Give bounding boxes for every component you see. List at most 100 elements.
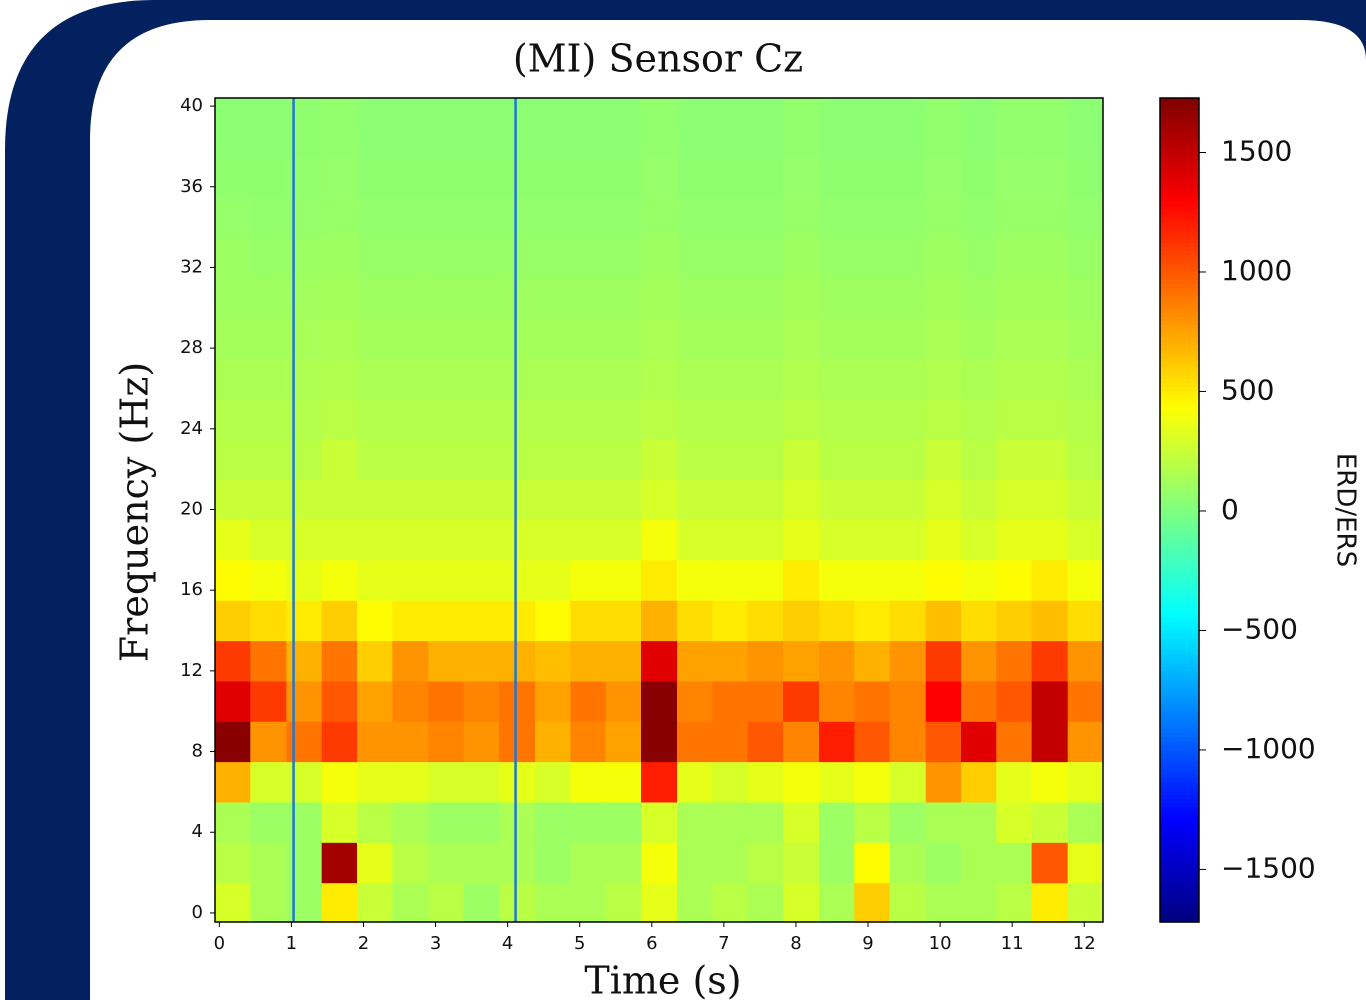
heatmap-cell — [215, 600, 251, 642]
heatmap-cell — [392, 600, 429, 642]
heatmap-cell — [498, 237, 536, 279]
colorbar-segment — [1160, 159, 1199, 165]
heatmap-cell — [677, 801, 713, 843]
heatmap-cell — [428, 116, 465, 157]
colorbar-segment — [1160, 683, 1199, 688]
heatmap-cell — [854, 358, 891, 400]
colorbar-segment — [1160, 909, 1199, 915]
heatmap-cell — [286, 196, 323, 238]
colorbar-segment — [1160, 135, 1199, 140]
heatmap-cell — [1031, 479, 1069, 521]
y-tick-label: 24 — [180, 418, 203, 439]
heatmap-cell — [677, 98, 713, 117]
heatmap-cell — [321, 398, 358, 440]
heatmap-cell — [605, 438, 642, 480]
colorbar-segment — [1160, 415, 1199, 420]
heatmap-cell — [819, 801, 855, 843]
colorbar-segment — [1160, 851, 1199, 857]
heatmap-cell — [215, 277, 251, 319]
colorbar-segment — [1160, 608, 1199, 614]
heatmap-cell — [286, 842, 323, 884]
heatmap-cell — [463, 640, 500, 682]
colorbar-segment — [1160, 382, 1199, 387]
heatmap-cell — [677, 156, 713, 198]
heatmap-cell — [286, 600, 323, 642]
colorbar-segment — [1160, 670, 1199, 676]
heatmap-cell — [215, 398, 251, 440]
heatmap-cell — [1067, 761, 1104, 803]
x-tick-label: 2 — [358, 933, 369, 954]
colorbar-segment — [1160, 341, 1199, 346]
colorbar-segment — [1160, 291, 1199, 297]
heatmap-cell — [286, 761, 323, 803]
colorbar-segment — [1160, 613, 1199, 618]
heatmap-cell — [535, 358, 571, 400]
heatmap-cell — [889, 438, 927, 480]
colorbar-segment — [1160, 163, 1199, 169]
colorbar-segment — [1160, 242, 1199, 247]
heatmap-cell — [925, 680, 962, 722]
heatmap-cell — [605, 680, 642, 722]
heatmap-cell — [286, 680, 323, 722]
heatmap-cell — [570, 237, 607, 279]
heatmap-cell — [428, 519, 465, 561]
colorbar-segment — [1160, 386, 1199, 392]
heatmap-cell — [819, 358, 855, 400]
colorbar-segment — [1160, 266, 1199, 272]
colorbar-segment — [1160, 773, 1199, 779]
colorbar-segment — [1160, 551, 1199, 556]
heatmap-cell — [535, 559, 571, 601]
heatmap-cell — [996, 882, 1033, 923]
heatmap-cell — [535, 317, 571, 359]
heatmap-cell — [925, 98, 962, 117]
colorbar-segment — [1160, 596, 1199, 602]
colorbar-segment — [1160, 349, 1199, 355]
heatmap-cell — [782, 559, 820, 601]
heatmap-cell — [925, 438, 962, 480]
heatmap-cell — [428, 761, 465, 803]
colorbar-segment — [1160, 427, 1199, 433]
heatmap-cell — [677, 116, 713, 157]
heatmap-cell — [570, 721, 607, 763]
heatmap-cell — [961, 116, 997, 157]
heatmap-cell — [250, 680, 287, 722]
heatmap-cell — [215, 438, 251, 480]
heatmap-cell — [640, 317, 678, 359]
heatmap-cell — [747, 438, 784, 480]
colorbar-segment — [1160, 102, 1199, 107]
colorbar-segment — [1160, 106, 1199, 111]
heatmap-cell — [498, 559, 536, 601]
heatmap-cell — [712, 116, 749, 157]
heatmap-cell — [961, 196, 997, 238]
heatmap-cell — [925, 721, 962, 763]
heatmap-cell — [889, 317, 927, 359]
heatmap-cell — [819, 600, 855, 642]
heatmap-cell — [782, 479, 820, 521]
heatmap-cell — [250, 156, 287, 198]
colorbar-segment — [1160, 411, 1199, 416]
heatmap-cell — [677, 438, 713, 480]
heatmap-cell — [819, 761, 855, 803]
x-tick-label: 9 — [862, 933, 873, 954]
heatmap-cell — [996, 600, 1033, 642]
heatmap-cell — [250, 479, 287, 521]
heatmap-cell — [392, 882, 429, 923]
colorbar-segment — [1160, 353, 1199, 359]
heatmap-cell — [1067, 116, 1104, 157]
heatmap-cell — [996, 438, 1033, 480]
heatmap-cell — [535, 519, 571, 561]
colorbar-segment — [1160, 205, 1199, 210]
colorbar-segment — [1160, 897, 1199, 902]
colorbar-segment — [1160, 584, 1199, 589]
heatmap-cell — [1067, 438, 1104, 480]
heatmap-cell — [925, 801, 962, 843]
colorbar-segment — [1160, 176, 1199, 181]
colorbar-segment — [1160, 600, 1199, 606]
heatmap-cell — [535, 882, 571, 923]
colorbar-segment — [1160, 126, 1199, 132]
heatmap-cell — [782, 116, 820, 157]
colorbar-segment — [1160, 184, 1199, 190]
heatmap-cell — [1067, 600, 1104, 642]
colorbar-segment — [1160, 588, 1199, 593]
heatmap-cell — [286, 358, 323, 400]
